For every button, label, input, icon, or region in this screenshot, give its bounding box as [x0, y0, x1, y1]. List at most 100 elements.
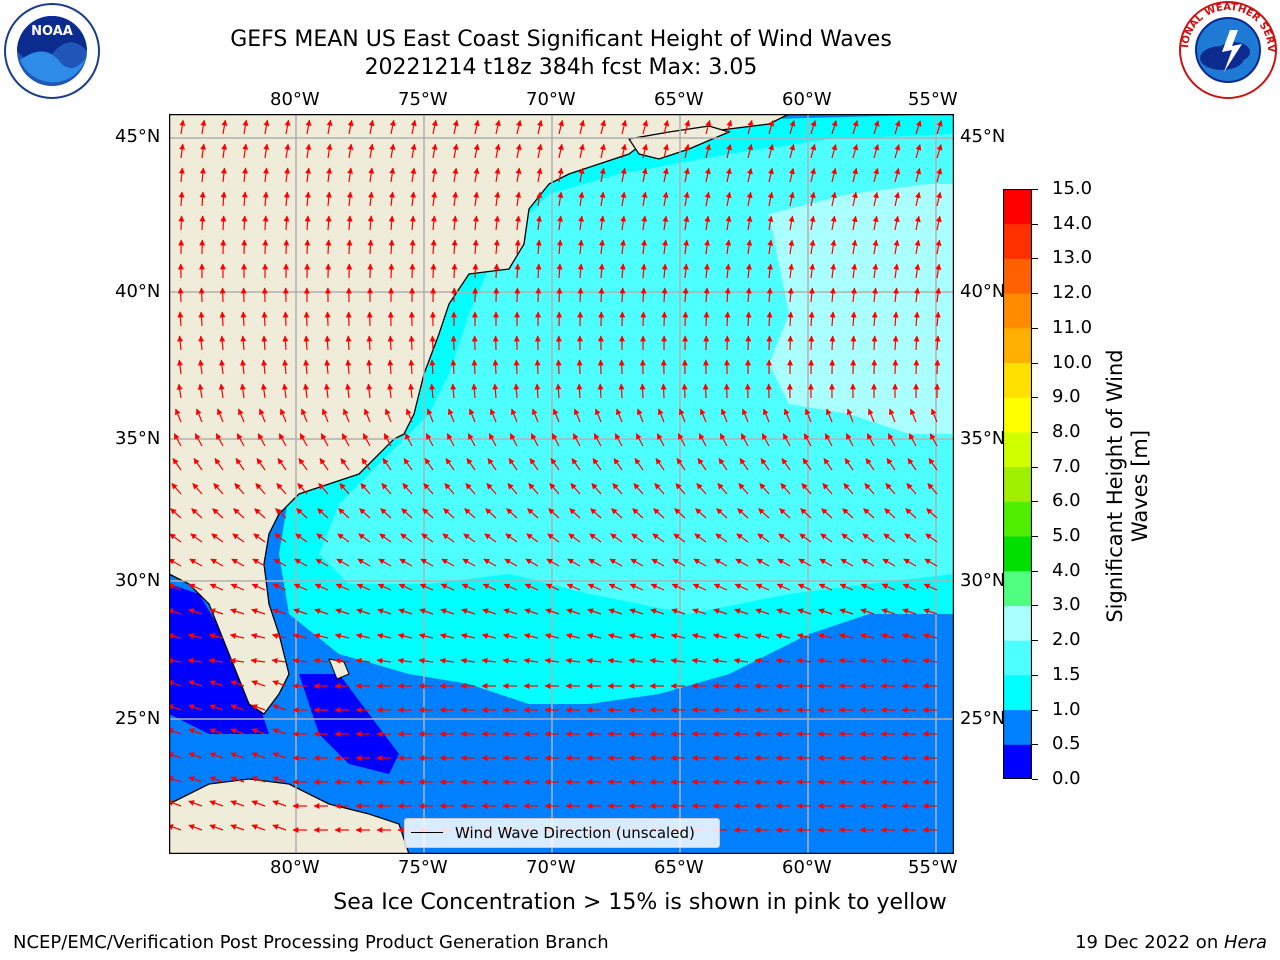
wave-direction-arrow [305, 119, 312, 135]
wave-direction-arrow [347, 167, 354, 183]
wave-direction-arrow [319, 458, 329, 471]
wave-direction-arrow [452, 167, 459, 183]
wave-direction-arrow [670, 657, 686, 664]
wave-direction-arrow [325, 191, 332, 207]
wave-direction-arrow [677, 433, 686, 447]
wave-direction-arrow [607, 657, 623, 664]
land-nova-scotia [627, 125, 731, 160]
wave-direction-arrow [703, 287, 710, 303]
wave-direction-arrow [294, 558, 308, 567]
wave-direction-arrow [536, 167, 543, 183]
colorbar-band [1003, 431, 1032, 468]
wave-direction-arrow [671, 608, 686, 615]
wave-direction-arrow [377, 608, 392, 615]
wave-direction-arrow [359, 508, 371, 519]
wave-direction-arrow [851, 239, 858, 255]
wave-direction-arrow [355, 633, 371, 639]
wave-direction-arrow [304, 191, 311, 207]
wave-direction-arrow [251, 776, 266, 783]
wave-direction-arrow [852, 143, 859, 159]
colorbar-tick-label: 14.0 [1052, 212, 1093, 234]
wave-direction-arrow [383, 433, 392, 447]
wave-direction-arrow [195, 408, 203, 423]
wave-direction-arrow [251, 824, 266, 831]
wave-direction-arrow [746, 239, 753, 255]
wave-direction-arrow [502, 633, 518, 639]
wave-direction-arrow [467, 433, 476, 447]
wave-direction-arrow [713, 583, 728, 591]
wave-direction-arrow [387, 335, 394, 351]
wave-direction-arrow [362, 433, 371, 447]
wave-direction-arrow [358, 533, 371, 543]
wave-direction-arrow [535, 287, 542, 303]
wave-direction-arrow [523, 657, 539, 664]
wave-direction-arrow [523, 633, 539, 639]
wave-direction-arrow [576, 383, 583, 399]
wave-direction-arrow [431, 143, 438, 159]
wave-direction-arrow [461, 583, 476, 591]
wave-direction-arrow [208, 633, 224, 639]
wave-direction-arrow [726, 143, 733, 159]
wave-direction-arrow [481, 657, 497, 664]
wave-direction-arrow [635, 433, 644, 447]
wave-direction-arrow [272, 752, 287, 759]
wave-direction-arrow [725, 191, 732, 207]
wave-direction-arrow [808, 287, 815, 303]
wave-direction-arrow [324, 311, 331, 327]
wave-direction-arrow [356, 583, 371, 591]
wave-direction-arrow [608, 583, 623, 591]
wave-direction-arrow [208, 657, 224, 664]
wave-direction-arrow [230, 608, 245, 615]
wave-direction-arrow [788, 215, 795, 231]
wave-direction-arrow [176, 383, 183, 399]
wave-direction-arrow [260, 383, 267, 399]
wave-direction-arrow [494, 143, 501, 159]
wave-direction-arrow [547, 533, 560, 543]
colorbar-tick-mark [1032, 327, 1038, 329]
wave-direction-arrow [472, 239, 479, 255]
wave-direction-arrow [598, 263, 605, 279]
wave-direction-arrow [640, 287, 647, 303]
wave-direction-arrow [199, 167, 206, 183]
wave-zone-2-3m [769, 184, 954, 434]
wave-direction-arrow [282, 311, 289, 327]
wave-direction-arrow [198, 311, 205, 327]
lon-tick-label: 80°W [270, 89, 320, 110]
wave-direction-arrow [872, 239, 879, 255]
wave-direction-arrow [586, 657, 602, 664]
lon-tick-label: 55°W [908, 857, 958, 878]
wave-direction-arrow [534, 359, 541, 375]
wave-direction-arrow [335, 583, 350, 591]
wave-direction-arrow [409, 215, 416, 231]
wave-direction-arrow [187, 633, 203, 639]
wave-direction-arrow [922, 633, 938, 639]
wave-direction-arrow [820, 533, 833, 543]
wave-direction-arrow [893, 215, 900, 231]
wave-direction-arrow [313, 657, 329, 664]
wave-direction-arrow [694, 533, 707, 543]
wave-direction-arrow [893, 239, 900, 255]
wave-direction-arrow [830, 191, 837, 207]
wave-direction-arrow [824, 433, 833, 447]
wave-direction-arrow [536, 143, 543, 159]
wave-direction-arrow [566, 583, 581, 591]
wave-direction-arrow [928, 458, 938, 471]
wave-direction-arrow [670, 633, 686, 639]
wave-direction-arrow [611, 508, 623, 519]
wave-direction-arrow [339, 483, 350, 495]
wave-direction-arrow [337, 533, 350, 543]
wave-direction-arrow [704, 239, 711, 255]
wave-direction-arrow [313, 633, 329, 639]
wave-direction-arrow [829, 311, 836, 327]
wave-direction-arrow [250, 657, 266, 664]
wave-direction-arrow [530, 433, 539, 447]
wave-direction-arrow [915, 191, 921, 207]
wave-direction-arrow [380, 508, 392, 519]
wave-direction-arrow [884, 508, 896, 519]
wave-direction-arrow [907, 458, 917, 471]
wave-direction-arrow [651, 558, 665, 567]
lon-tick-label: 65°W [654, 857, 704, 878]
colorbar-band [1003, 501, 1032, 537]
wave-direction-arrow [494, 119, 501, 135]
lon-tick-label: 70°W [526, 89, 576, 110]
